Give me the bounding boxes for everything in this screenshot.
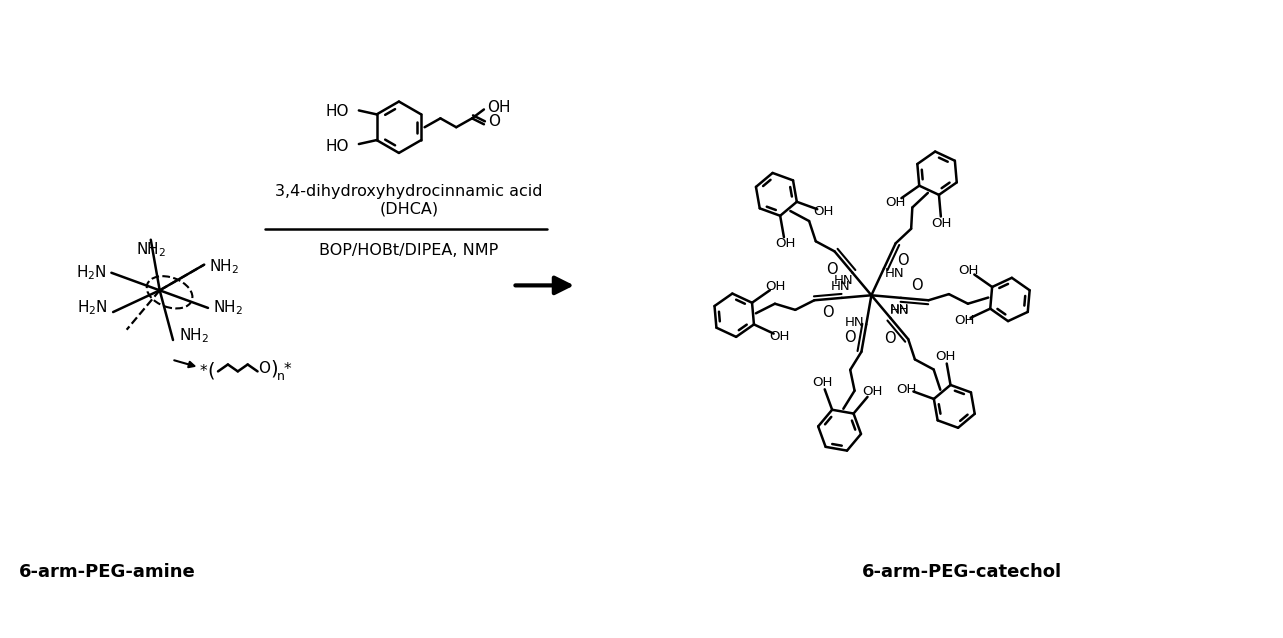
Text: HN: HN <box>834 274 853 286</box>
Text: n: n <box>277 370 285 383</box>
Text: *: * <box>199 364 207 379</box>
Text: (: ( <box>208 362 214 381</box>
Text: HN: HN <box>844 316 865 329</box>
Text: OH: OH <box>958 264 979 277</box>
Text: OH: OH <box>931 217 952 230</box>
Text: O: O <box>884 331 896 346</box>
Text: O: O <box>826 262 838 278</box>
Text: 6-arm-PEG-amine: 6-arm-PEG-amine <box>19 563 196 581</box>
Text: NH: NH <box>890 303 910 316</box>
Text: OH: OH <box>775 237 795 251</box>
Text: 6-arm-PEG-catechol: 6-arm-PEG-catechol <box>862 563 1062 581</box>
Text: ): ) <box>271 360 278 379</box>
Text: H$_2$N: H$_2$N <box>77 299 108 318</box>
Text: HN: HN <box>885 267 905 280</box>
Text: OH: OH <box>935 350 956 363</box>
Text: OH: OH <box>813 205 834 218</box>
Text: HN: HN <box>831 279 851 293</box>
Text: (DHCA): (DHCA) <box>380 202 439 217</box>
Text: HN: HN <box>889 304 910 317</box>
Text: O: O <box>911 278 924 293</box>
Text: OH: OH <box>897 383 917 396</box>
Text: O: O <box>822 306 834 320</box>
Text: OH: OH <box>486 100 511 115</box>
Text: NH$_2$: NH$_2$ <box>136 241 166 259</box>
Text: O: O <box>488 114 500 129</box>
Text: O: O <box>897 253 908 268</box>
Text: *: * <box>284 362 291 377</box>
Text: OH: OH <box>955 315 975 327</box>
Text: NH$_2$: NH$_2$ <box>209 257 240 276</box>
Text: HO: HO <box>326 138 349 154</box>
Text: OH: OH <box>885 196 906 209</box>
Text: OH: OH <box>812 376 833 389</box>
Text: OH: OH <box>770 330 790 343</box>
Text: OH: OH <box>766 280 785 293</box>
Text: 3,4-dihydroxyhydrocinnamic acid: 3,4-dihydroxyhydrocinnamic acid <box>275 184 543 199</box>
Text: H$_2$N: H$_2$N <box>76 263 106 282</box>
Text: HO: HO <box>326 104 349 119</box>
Text: NH$_2$: NH$_2$ <box>178 327 209 345</box>
Text: BOP/HOBt/DIPEA, NMP: BOP/HOBt/DIPEA, NMP <box>319 243 498 258</box>
Text: OH: OH <box>862 385 883 398</box>
Text: NH$_2$: NH$_2$ <box>213 299 244 317</box>
Text: O: O <box>258 361 271 376</box>
Text: O: O <box>844 330 856 345</box>
